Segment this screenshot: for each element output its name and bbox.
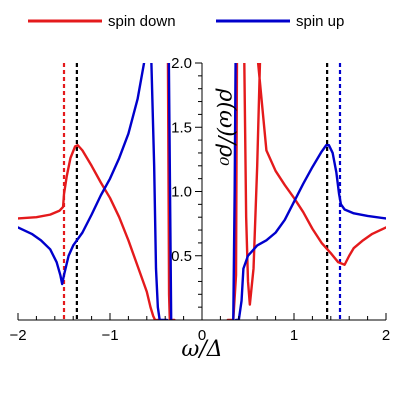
y-axis-label: ρ(ω)/ρ₀ — [214, 88, 239, 166]
y-tick-label: 1.5 — [171, 119, 192, 136]
x-axis-label: ω/Δ — [181, 337, 222, 362]
x-tick-label: 0 — [198, 327, 206, 344]
y-tick-label: 1.0 — [171, 184, 192, 201]
series-layer — [18, 63, 386, 320]
y-tick-label: 2.0 — [171, 55, 192, 72]
x-tick-label: −2 — [9, 327, 26, 344]
y-tick-label: 0.5 — [171, 248, 192, 265]
legend: spin down spin up — [28, 13, 344, 30]
legend-label-spin-up: spin up — [296, 13, 344, 30]
series-line-spin-up — [18, 63, 386, 320]
axes: −2 −1 0 1 2 0.5 1.0 1.5 2.0 — [9, 55, 390, 344]
x-tick-label: 1 — [290, 327, 298, 344]
series-line-spin-down — [18, 63, 386, 320]
x-tick-label: 2 — [382, 327, 390, 344]
legend-label-spin-down: spin down — [108, 13, 176, 30]
x-tick-label: −1 — [101, 327, 118, 344]
